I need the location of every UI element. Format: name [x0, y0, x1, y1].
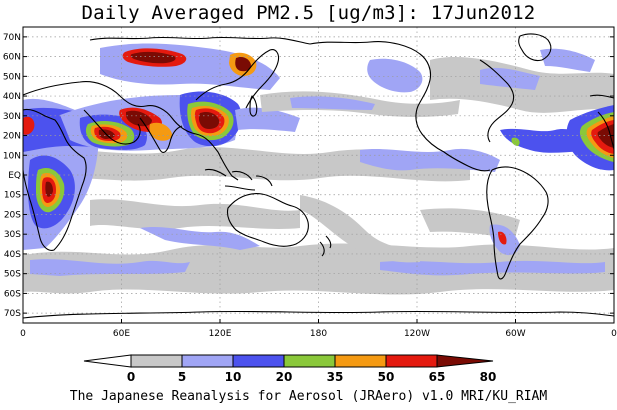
coastline-australia [226, 193, 309, 247]
colorbar-tick-label: 35 [327, 370, 344, 384]
coastline-new-zealand [319, 235, 332, 257]
lat-tick-label: 40N [3, 92, 21, 102]
colorbar-box [181, 354, 234, 368]
coastline-iberia [589, 94, 614, 99]
lat-tick-label: 70S [4, 309, 21, 319]
field-region-china-core [199, 111, 220, 129]
coastline-east-asia [195, 49, 280, 109]
field-region-south-band [23, 243, 614, 295]
data-credit: The Japanese Reanalysis for Aerosol (JRA… [69, 389, 548, 404]
colorbar-over-triangle [436, 354, 494, 368]
field-region-tropics [23, 147, 470, 182]
lat-tick-label: 10S [4, 191, 21, 201]
coastline-indonesia [204, 168, 273, 191]
field-region-atlantic-blue [480, 67, 540, 90]
lon-tick-label: 0 [20, 329, 26, 339]
coastline-arabia [83, 109, 141, 145]
field-region-siberia-west-core [130, 51, 176, 64]
field-region-tasman [300, 195, 420, 263]
colorbar-under-triangle [83, 354, 132, 368]
colorbar-box [283, 354, 336, 368]
field-region-east-china-sea [235, 107, 300, 132]
coastlines [23, 33, 614, 319]
lat-tick-label: 20S [4, 210, 21, 220]
coastline-north-america-east [479, 59, 515, 143]
lat-tick-label: 50S [4, 270, 21, 280]
latitude-axis: 70N 60N 50N 40N 30N 20N 10N EQ 10S 20S 30S 40S 50S 60… [3, 33, 614, 319]
lat-tick-label: 70N [3, 33, 21, 43]
colorbar-tick-label: 10 [225, 370, 242, 384]
colorbar-tick-label: 50 [378, 370, 395, 384]
lon-tick-label: 180 [310, 329, 327, 339]
colorbar-box [130, 354, 183, 368]
field-region-north-atlantic-east [540, 48, 595, 72]
field-region-sahara-red [23, 116, 35, 135]
colorbar-box [334, 354, 387, 368]
lat-tick-label: EQ [8, 171, 21, 181]
map-title: Daily Averaged PM2.5 [ug/m3]: 17Jun2012 [81, 2, 536, 24]
colorbar-tick-label: 80 [480, 370, 497, 384]
colorbar-box [232, 354, 285, 368]
field-region-south-pacific [380, 260, 605, 276]
colorbar-tick-label: 0 [127, 370, 135, 384]
field-region-southamerica-core [498, 231, 507, 245]
field-region-africa-core [45, 181, 53, 197]
colorbar-box [385, 354, 438, 368]
coastline-north-america [309, 41, 491, 172]
colorbar-tick-label: 20 [276, 370, 293, 384]
field-region-northamerica-blue [367, 58, 423, 93]
field-region-south-indian-blue [140, 227, 260, 250]
lat-tick-label: 50N [3, 72, 21, 82]
lon-tick-label: 120W [404, 329, 430, 339]
lat-tick-label: 30S [4, 230, 21, 240]
field-region-caribbean-green [511, 137, 520, 146]
coastline-siberia-north [89, 36, 311, 45]
lon-tick-label: 0 [611, 329, 617, 339]
field-region-westafrica-core [597, 124, 614, 148]
concentration-field [23, 43, 614, 295]
lon-tick-label: 60E [113, 329, 130, 339]
longitude-axis: 0 60E 120E 180 120W 60W 0 [20, 319, 617, 339]
lon-tick-label: 120E [209, 329, 232, 339]
coastline-greenland [518, 33, 552, 62]
lat-tick-label: 10N [3, 151, 21, 161]
field-region-east-pacific [360, 148, 500, 172]
coastline-europe-asia [23, 81, 239, 181]
colorbar: 0 5 10 20 35 50 65 80 [83, 354, 497, 384]
field-region-siberia-east-core [235, 56, 251, 72]
field-region-south-band-blue [30, 259, 190, 276]
lat-tick-label: 20N [3, 132, 21, 142]
coastline-antarctica [23, 310, 614, 319]
coastline-india [139, 117, 183, 153]
lon-tick-label: 60W [505, 329, 525, 339]
field-region-pacific-streak-blue [290, 96, 375, 110]
coastline-south-america [486, 166, 549, 280]
lat-tick-label: 60S [4, 289, 21, 299]
colorbar-tick-label: 65 [429, 370, 446, 384]
lat-tick-label: 60N [3, 53, 21, 63]
lat-tick-label: 30N [3, 112, 21, 122]
coastline-africa [23, 108, 87, 251]
field-region-india-core [126, 110, 152, 127]
lat-tick-label: 40S [4, 250, 21, 260]
colorbar-tick-label: 5 [178, 370, 186, 384]
coastline-japan [249, 95, 258, 117]
field-region-bay-orange [149, 122, 172, 141]
